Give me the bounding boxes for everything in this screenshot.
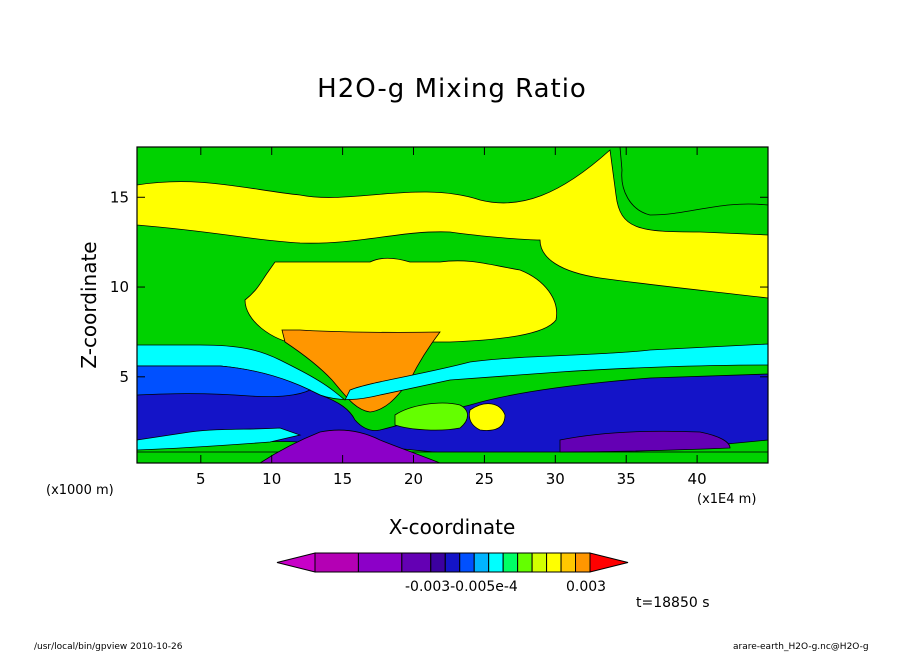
contour-field [136, 146, 769, 464]
x-tick-label: 10 [262, 470, 281, 488]
contour-band-surface-purple [258, 429, 441, 464]
x-axis-label: X-coordinate [388, 515, 516, 539]
colorbar-bin [517, 552, 533, 573]
y-axis: 5 10 15 [110, 188, 768, 386]
colorbar-bin [473, 552, 490, 573]
plot-frame [136, 146, 769, 464]
colorbar-bin [531, 552, 548, 573]
contour-band-eddy-yellow [468, 403, 506, 431]
x-tick-label: 5 [196, 470, 206, 488]
colorbar-bin [546, 552, 562, 573]
colorbar-bin [560, 552, 577, 573]
contour-band-right-purple [559, 430, 731, 453]
time-label: t=18850 s [636, 595, 710, 611]
contour-band-lower-cyan [136, 427, 302, 451]
colorbar-bin [444, 552, 461, 573]
footer-path: /usr/local/bin/gpview 2010-10-26 [34, 642, 183, 652]
colorbar-label-low: -0.003-0.005e-4 [405, 579, 518, 595]
x-tick-label: 30 [546, 470, 565, 488]
contour-band-mid-blue [136, 365, 311, 398]
colorbar-bin [488, 552, 504, 573]
contour-band-eddy-green [394, 402, 468, 431]
colorbar-bin [459, 552, 475, 573]
contour-band-orange-cone [281, 329, 441, 413]
colorbar-bin [502, 552, 519, 573]
x-tick-label: 35 [617, 470, 636, 488]
y-tick-label: 10 [110, 278, 129, 296]
x-axis: 5 10 15 20 25 30 35 40 [196, 147, 707, 488]
y-tick-label: 15 [110, 188, 129, 206]
x-axis-unit-note-secondary: (x1E4 m) [697, 492, 757, 507]
contour-band-top-right-green [619, 146, 769, 216]
footer-source: arare-earth_H2O-g.nc@H2O-g [733, 642, 869, 652]
colorbar-tick-labels: -0.003-0.005e-4 0.003 [405, 579, 606, 595]
contour-band-upper-yellow [136, 149, 769, 299]
colorbar-bin [401, 552, 432, 573]
x-tick-label: 40 [688, 470, 707, 488]
y-tick-label: 5 [119, 368, 129, 386]
x-tick-label: 15 [333, 470, 352, 488]
contour-band-bottom-green [136, 451, 769, 464]
colorbar [276, 552, 629, 573]
colorbar-bin [314, 552, 359, 573]
x-tick-label: 25 [475, 470, 494, 488]
x-axis-unit-note: (x1000 m) [46, 483, 114, 498]
colorbar-bin [430, 552, 446, 573]
colorbar-bin [357, 552, 403, 573]
colorbar-over-arrow [589, 552, 629, 573]
x-tick-label: 20 [404, 470, 423, 488]
colorbar-label-high: 0.003 [566, 579, 606, 595]
colorbar-bin [575, 552, 591, 573]
contour-band-cyan [136, 343, 769, 401]
colorbar-under-arrow [276, 552, 316, 573]
chart-title: H2O-g Mixing Ratio [317, 74, 587, 104]
